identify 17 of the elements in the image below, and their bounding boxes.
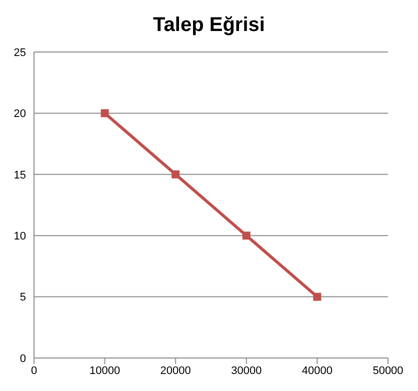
chart-title: Talep Eğrisi — [152, 13, 266, 38]
y-tick-label: 25 — [14, 46, 26, 59]
point — [172, 170, 180, 178]
y-tick-label: 5 — [20, 292, 26, 304]
x-tick-label: 50000 — [372, 364, 404, 377]
y-tick-label: 10 — [14, 230, 26, 243]
point — [100, 109, 109, 118]
x-tick-label: 40000 — [302, 364, 332, 377]
y-tick-label: 15 — [14, 169, 26, 182]
point — [313, 292, 322, 301]
x-tick-label: 0 — [30, 364, 38, 377]
x-tick-label: 30000 — [231, 364, 262, 377]
y-tick-label: 20 — [14, 108, 26, 120]
point — [242, 232, 250, 240]
x-tick-label: 20000 — [160, 364, 191, 377]
x-tick-label: 10000 — [90, 364, 120, 377]
y-tick-label: 0 — [20, 352, 26, 365]
